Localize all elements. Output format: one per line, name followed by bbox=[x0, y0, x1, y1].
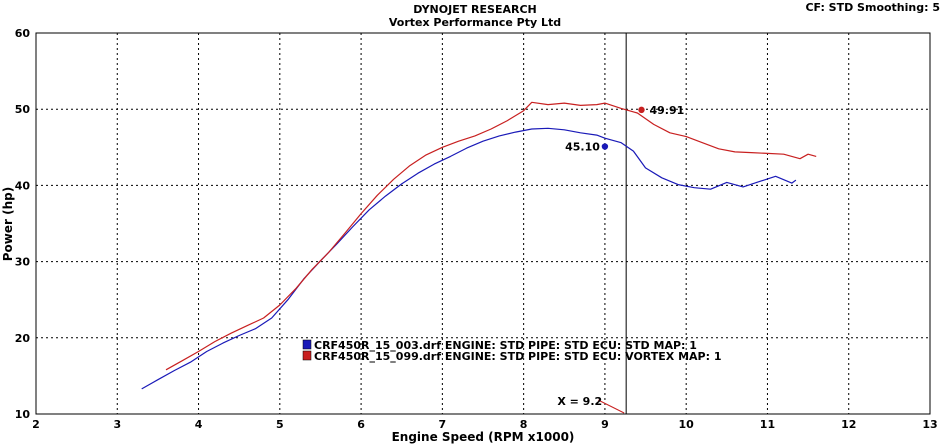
legend-entry-std: CRF450R_15_003.drf ENGINE: STD PIPE: STD… bbox=[314, 339, 697, 352]
y-tick-label: 20 bbox=[15, 332, 31, 345]
x-tick-label: 8 bbox=[520, 418, 528, 431]
x-tick-label: 11 bbox=[760, 418, 775, 431]
marker-label-2: 49.91 bbox=[649, 104, 684, 117]
legend-entry-vortex: CRF450R_15_099.drf ENGINE: STD PIPE: STD… bbox=[314, 350, 722, 363]
chart-subtitle: Vortex Performance Pty Ltd bbox=[389, 16, 561, 29]
x-axis-label: Engine Speed (RPM x1000) bbox=[392, 430, 575, 444]
chart-title: DYNOJET RESEARCH bbox=[413, 3, 536, 16]
y-tick-label: 40 bbox=[15, 179, 31, 192]
legend-swatch-vortex bbox=[302, 350, 312, 361]
marker-label-1: 45.10 bbox=[565, 141, 600, 154]
series-layer: 45.10 49.91 bbox=[141, 101, 817, 390]
y-axis-label: Power (hp) bbox=[1, 187, 15, 261]
x-tick-label: 12 bbox=[841, 418, 856, 431]
x-tick-label: 13 bbox=[922, 418, 937, 431]
x-tick-label: 4 bbox=[195, 418, 203, 431]
x-tick-label: 7 bbox=[439, 418, 447, 431]
y-tick-labels: 10 20 30 40 50 60 bbox=[15, 27, 31, 421]
y-tick-label: 50 bbox=[15, 103, 31, 116]
x-tick-label: 5 bbox=[276, 418, 284, 431]
y-tick-label: 30 bbox=[15, 256, 31, 269]
cursor-pointer bbox=[597, 399, 625, 414]
x-tick-label: 10 bbox=[679, 418, 695, 431]
series-line-2 bbox=[165, 101, 817, 371]
x-tick-label: 9 bbox=[601, 418, 609, 431]
marker-point-1 bbox=[601, 143, 609, 150]
marker-point-2 bbox=[638, 106, 645, 114]
y-tick-label: 10 bbox=[15, 408, 31, 421]
y-tick-label: 60 bbox=[15, 27, 31, 40]
legend-swatch-std bbox=[302, 339, 312, 350]
grid bbox=[36, 33, 930, 414]
plot-frame bbox=[35, 32, 931, 415]
cursor-label: X = 9.2 bbox=[557, 395, 602, 408]
legend: CRF450R_15_003.drf ENGINE: STD PIPE: STD… bbox=[302, 339, 722, 363]
series-line-1 bbox=[141, 127, 797, 390]
x-tick-label: 6 bbox=[357, 418, 365, 431]
x-tick-label: 3 bbox=[113, 418, 121, 431]
settings-label: CF: STD Smoothing: 5 bbox=[805, 1, 940, 14]
x-tick-label: 2 bbox=[32, 418, 40, 431]
x-tick-labels: 2 3 4 5 6 7 8 9 10 11 12 13 bbox=[32, 418, 937, 431]
